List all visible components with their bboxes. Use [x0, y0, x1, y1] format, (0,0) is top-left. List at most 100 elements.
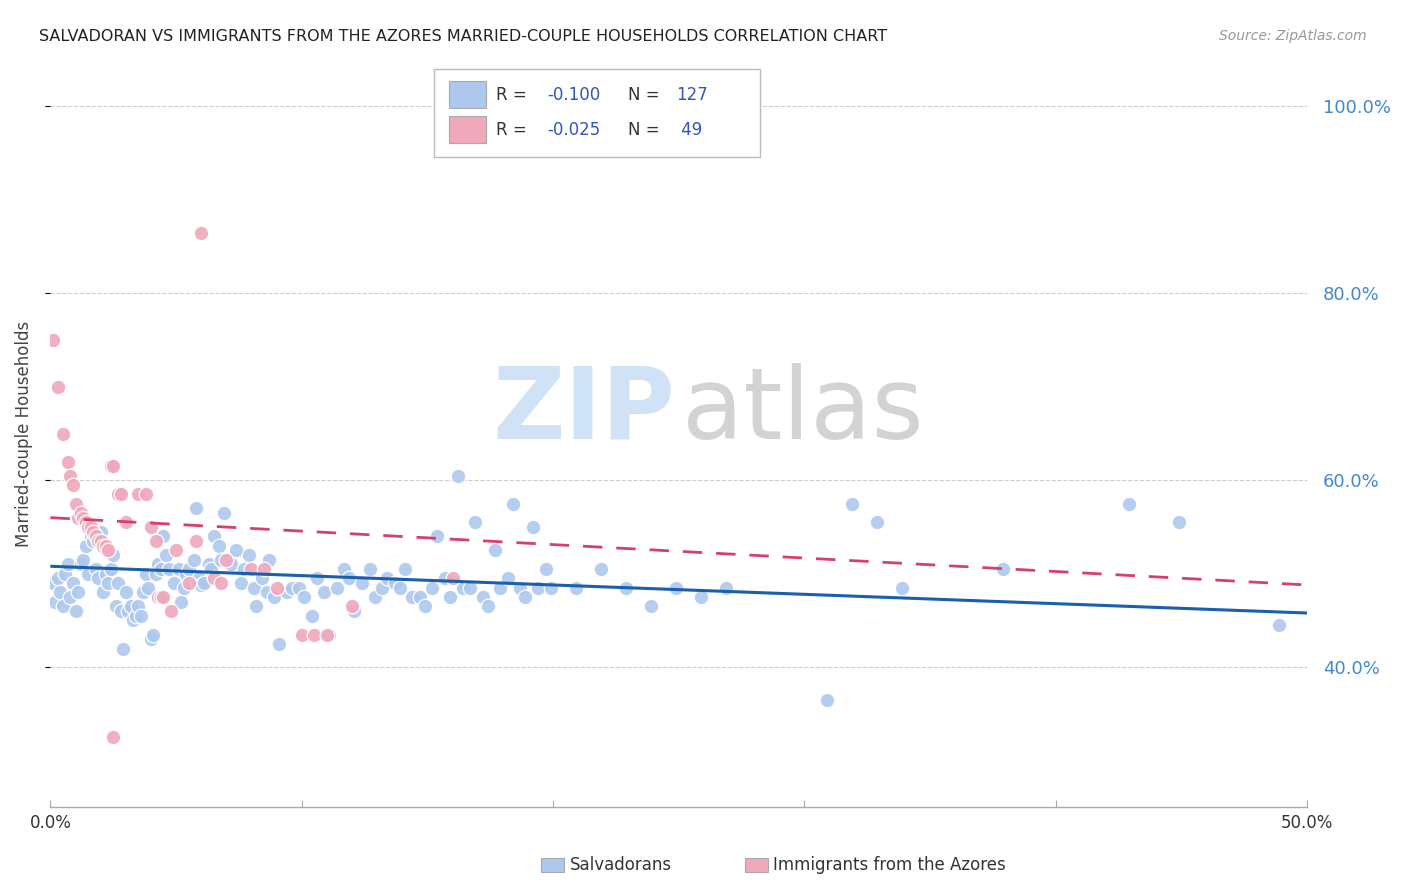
Point: [413, 599, 436, 614]
Point: [209, 576, 232, 591]
Point: [148, 590, 170, 604]
Point: [384, 576, 406, 591]
Point: [90, 524, 112, 539]
Point: [212, 506, 235, 520]
Point: [91, 585, 114, 599]
Point: [139, 520, 162, 534]
Point: [82, 534, 104, 549]
Text: 49: 49: [676, 121, 703, 139]
Point: [1167, 516, 1189, 530]
Point: [305, 571, 328, 585]
Point: [534, 562, 557, 576]
Point: [394, 562, 416, 576]
Point: [75, 516, 97, 530]
Point: [202, 529, 225, 543]
Point: [340, 599, 363, 614]
Text: R =: R =: [496, 86, 533, 103]
Point: [363, 590, 385, 604]
Point: [263, 590, 285, 604]
Point: [991, 562, 1014, 576]
Point: [129, 608, 152, 623]
Point: [471, 590, 494, 604]
Point: [614, 581, 637, 595]
Point: [110, 604, 132, 618]
Point: [69, 506, 91, 520]
Point: [190, 226, 212, 240]
Point: [177, 562, 200, 576]
Point: [52, 599, 75, 614]
Point: [183, 552, 205, 566]
Point: [155, 548, 177, 562]
Point: [69, 558, 91, 572]
Point: [103, 731, 125, 745]
Point: [221, 558, 243, 572]
Point: [187, 571, 209, 585]
Point: [388, 581, 411, 595]
Point: [464, 516, 486, 530]
Point: [477, 599, 499, 614]
Point: [640, 599, 662, 614]
Point: [148, 558, 170, 572]
FancyBboxPatch shape: [433, 69, 761, 157]
Point: [107, 576, 129, 591]
Point: [56, 558, 79, 572]
Point: [84, 562, 107, 576]
Point: [240, 562, 263, 576]
Point: [142, 627, 165, 641]
Point: [1268, 618, 1291, 632]
Point: [135, 487, 157, 501]
Point: [291, 627, 314, 641]
Point: [458, 581, 481, 595]
Point: [231, 576, 253, 591]
Point: [149, 590, 172, 604]
Point: [72, 510, 94, 524]
Point: [46, 380, 69, 394]
Point: [315, 627, 337, 641]
Point: [145, 566, 167, 581]
Point: [84, 529, 107, 543]
Point: [62, 478, 84, 492]
Point: [65, 497, 87, 511]
Point: [100, 459, 122, 474]
Point: [339, 571, 361, 585]
Point: [177, 576, 200, 591]
Point: [200, 562, 222, 576]
Text: ZIP: ZIP: [492, 362, 675, 459]
Text: 127: 127: [676, 86, 709, 103]
Point: [218, 552, 240, 566]
Point: [125, 608, 148, 623]
Point: [304, 627, 326, 641]
Point: [42, 576, 65, 591]
Point: [245, 599, 267, 614]
Point: [104, 599, 127, 614]
Point: [193, 576, 215, 591]
Point: [149, 562, 172, 576]
Point: [55, 566, 77, 581]
Point: [489, 581, 512, 595]
Point: [409, 590, 432, 604]
Point: [162, 576, 184, 591]
Point: [97, 576, 120, 591]
Point: [152, 590, 174, 604]
Point: [79, 520, 101, 534]
Point: [103, 548, 125, 562]
Point: [215, 552, 238, 566]
Point: [79, 529, 101, 543]
Point: [65, 604, 87, 618]
Text: Immigrants from the Azores: Immigrants from the Azores: [773, 856, 1007, 874]
Point: [540, 581, 562, 595]
Point: [422, 581, 444, 595]
Point: [132, 585, 155, 599]
Point: [90, 534, 112, 549]
Point: [122, 614, 145, 628]
Point: [276, 585, 298, 599]
Point: [891, 581, 914, 595]
Point: [333, 562, 356, 576]
Point: [496, 571, 519, 585]
Point: [371, 581, 394, 595]
Point: [87, 534, 110, 549]
Point: [509, 581, 531, 595]
Point: [350, 576, 373, 591]
Point: [82, 524, 104, 539]
Point: [117, 604, 139, 618]
